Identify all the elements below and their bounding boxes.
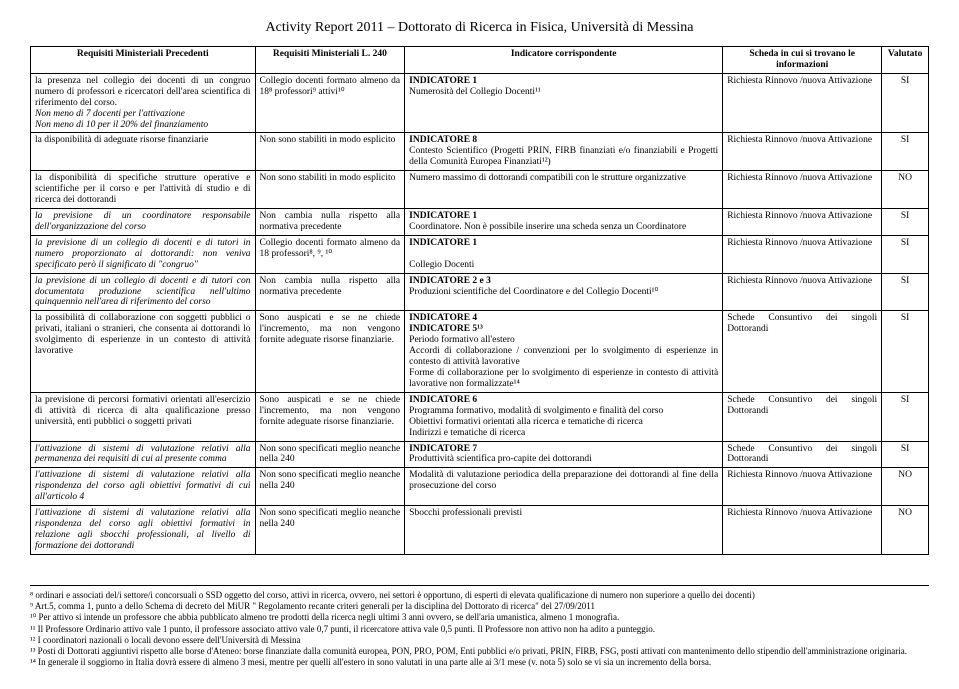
footnote: ¹⁰ Per attivo si intende un professore c… bbox=[30, 612, 929, 623]
table-cell-c3: INDICATORE 8Contesto Scientifico (Proget… bbox=[405, 133, 723, 171]
table-row: la disponibilità di specifiche strutture… bbox=[31, 171, 929, 209]
table-cell-c5: SI bbox=[882, 208, 929, 235]
footnote: ¹⁴ In generale il soggiorno in Italia do… bbox=[30, 657, 929, 668]
table-cell-c4: Richiesta Rinnovo /nuova Attivazione bbox=[723, 273, 882, 311]
table-cell-c1: l'attivazione di sistemi di valutazione … bbox=[31, 441, 256, 468]
table-cell-c5: SI bbox=[882, 73, 929, 133]
table-row: l'attivazione di sistemi di valutazione … bbox=[31, 441, 929, 468]
table-cell-c3: INDICATORE 6Programma formativo, modalit… bbox=[405, 392, 723, 441]
table-cell-c1: la disponibilità di adeguate risorse fin… bbox=[31, 133, 256, 171]
table-cell-c5: SI bbox=[882, 235, 929, 273]
table-cell-c5: NO bbox=[882, 506, 929, 555]
table-cell-c5: SI bbox=[882, 311, 929, 392]
col-header-valutato: Valutato bbox=[882, 47, 929, 74]
table-cell-c4: Richiesta Rinnovo /nuova Attivazione bbox=[723, 468, 882, 506]
table-row: la presenza nel collegio dei docenti di … bbox=[31, 73, 929, 133]
footnote: ⁹ Art.5, comma 1, punto a dello Schema d… bbox=[30, 601, 929, 612]
table-cell-c2: Collegio docenti formato almeno da 18⁸ p… bbox=[255, 73, 405, 133]
table-cell-c1: l'attivazione di sistemi di valutazione … bbox=[31, 506, 256, 555]
table-cell-c2: Non sono stabiliti in modo esplicito bbox=[255, 133, 405, 171]
table-cell-c4: Richiesta Rinnovo /nuova Attivazione bbox=[723, 235, 882, 273]
col-header-l240: Requisiti Ministeriali L. 240 bbox=[255, 47, 405, 74]
table-cell-c4: Schede Consuntivo dei singoli Dottorandi bbox=[723, 441, 882, 468]
table-cell-c1: la possibilità di collaborazione con sog… bbox=[31, 311, 256, 392]
table-cell-c1: la disponibilità di specifiche strutture… bbox=[31, 171, 256, 209]
table-cell-c3: Modalità di valutazione periodica della … bbox=[405, 468, 723, 506]
table-cell-c4: Richiesta Rinnovo /nuova Attivazione bbox=[723, 208, 882, 235]
table-row: la disponibilità di adeguate risorse fin… bbox=[31, 133, 929, 171]
table-row: la previsione di un collegio di docenti … bbox=[31, 273, 929, 311]
table-cell-c1: la previsione di un collegio di docenti … bbox=[31, 235, 256, 273]
table-row: la possibilità di collaborazione con sog… bbox=[31, 311, 929, 392]
table-cell-c1: la previsione di percorsi formativi orie… bbox=[31, 392, 256, 441]
table-header-row: Requisiti Ministeriali Precedenti Requis… bbox=[31, 47, 929, 74]
footnote: ¹³ Posti di Dottorati aggiuntivi rispett… bbox=[30, 646, 929, 657]
footnote: ⁸ ordinari e associati del/i settore/i c… bbox=[30, 590, 929, 601]
table-cell-c5: SI bbox=[882, 392, 929, 441]
table-cell-c5: SI bbox=[882, 133, 929, 171]
table-cell-c3: INDICATORE 1Coordinatore. Non è possibil… bbox=[405, 208, 723, 235]
table-cell-c3: INDICATORE 2 e 3Produzioni scientifiche … bbox=[405, 273, 723, 311]
table-cell-c2: Sono auspicati e se ne chiede l'incremen… bbox=[255, 311, 405, 392]
table-row: la previsione di un coordinatore respons… bbox=[31, 208, 929, 235]
table-cell-c2: Non cambia nulla rispetto alla normativa… bbox=[255, 208, 405, 235]
table-cell-c3: Numero massimo di dottorandi compatibili… bbox=[405, 171, 723, 209]
table-cell-c5: SI bbox=[882, 273, 929, 311]
table-cell-c2: Sono auspicati e se ne chiede l'incremen… bbox=[255, 392, 405, 441]
table-cell-c1: la previsione di un coordinatore respons… bbox=[31, 208, 256, 235]
table-cell-c1: la previsione di un collegio di docenti … bbox=[31, 273, 256, 311]
table-cell-c4: Richiesta Rinnovo /nuova Attivazione bbox=[723, 133, 882, 171]
table-row: la previsione di un collegio di docenti … bbox=[31, 235, 929, 273]
page-title: Activity Report 2011 – Dottorato di Rice… bbox=[30, 20, 929, 36]
table-cell-c4: Schede Consuntivo dei singoli Dottorandi bbox=[723, 311, 882, 392]
footnote: ¹² I coordinatori nazionali o locali dev… bbox=[30, 635, 929, 646]
col-header-precedenti: Requisiti Ministeriali Precedenti bbox=[31, 47, 256, 74]
table-cell-c3: INDICATORE 7Produttività scientifica pro… bbox=[405, 441, 723, 468]
table-cell-c5: NO bbox=[882, 171, 929, 209]
table-cell-c4: Richiesta Rinnovo /nuova Attivazione bbox=[723, 171, 882, 209]
table-cell-c3: INDICATORE 1Collegio Docenti bbox=[405, 235, 723, 273]
table-cell-c1: la presenza nel collegio dei docenti di … bbox=[31, 73, 256, 133]
table-cell-c2: Non sono specificati meglio neanche nell… bbox=[255, 468, 405, 506]
table-row: l'attivazione di sistemi di valutazione … bbox=[31, 468, 929, 506]
table-cell-c2: Collegio docenti formato almeno da 18 pr… bbox=[255, 235, 405, 273]
table-cell-c5: NO bbox=[882, 468, 929, 506]
table-cell-c5: SI bbox=[882, 441, 929, 468]
table-cell-c2: Non sono specificati meglio neanche nell… bbox=[255, 506, 405, 555]
table-cell-c2: Non cambia nulla rispetto alla normativa… bbox=[255, 273, 405, 311]
table-row: l'attivazione di sistemi di valutazione … bbox=[31, 506, 929, 555]
footnote: ¹¹ Il Professore Ordinario attivo vale 1… bbox=[30, 624, 929, 635]
table-cell-c2: Non sono specificati meglio neanche nell… bbox=[255, 441, 405, 468]
table-cell-c4: Richiesta Rinnovo /nuova Attivazione bbox=[723, 73, 882, 133]
col-header-indicatore: Indicatore corrispondente bbox=[405, 47, 723, 74]
table-row: la previsione di percorsi formativi orie… bbox=[31, 392, 929, 441]
table-cell-c4: Schede Consuntivo dei singoli Dottorandi bbox=[723, 392, 882, 441]
table-cell-c3: INDICATORE 4INDICATORE 5¹³Periodo format… bbox=[405, 311, 723, 392]
requirements-table: Requisiti Ministeriali Precedenti Requis… bbox=[30, 46, 929, 555]
table-cell-c1: l'attivazione di sistemi di valutazione … bbox=[31, 468, 256, 506]
table-cell-c3: INDICATORE 1Numerosità del Collegio Doce… bbox=[405, 73, 723, 133]
col-header-scheda: Scheda in cui si trovano le informazioni bbox=[723, 47, 882, 74]
footnotes: ⁸ ordinari e associati del/i settore/i c… bbox=[30, 585, 929, 669]
table-cell-c4: Richiesta Rinnovo /nuova Attivazione bbox=[723, 506, 882, 555]
table-cell-c3: Sbocchi professionali previsti bbox=[405, 506, 723, 555]
table-cell-c2: Non sono stabiliti in modo esplicito bbox=[255, 171, 405, 209]
